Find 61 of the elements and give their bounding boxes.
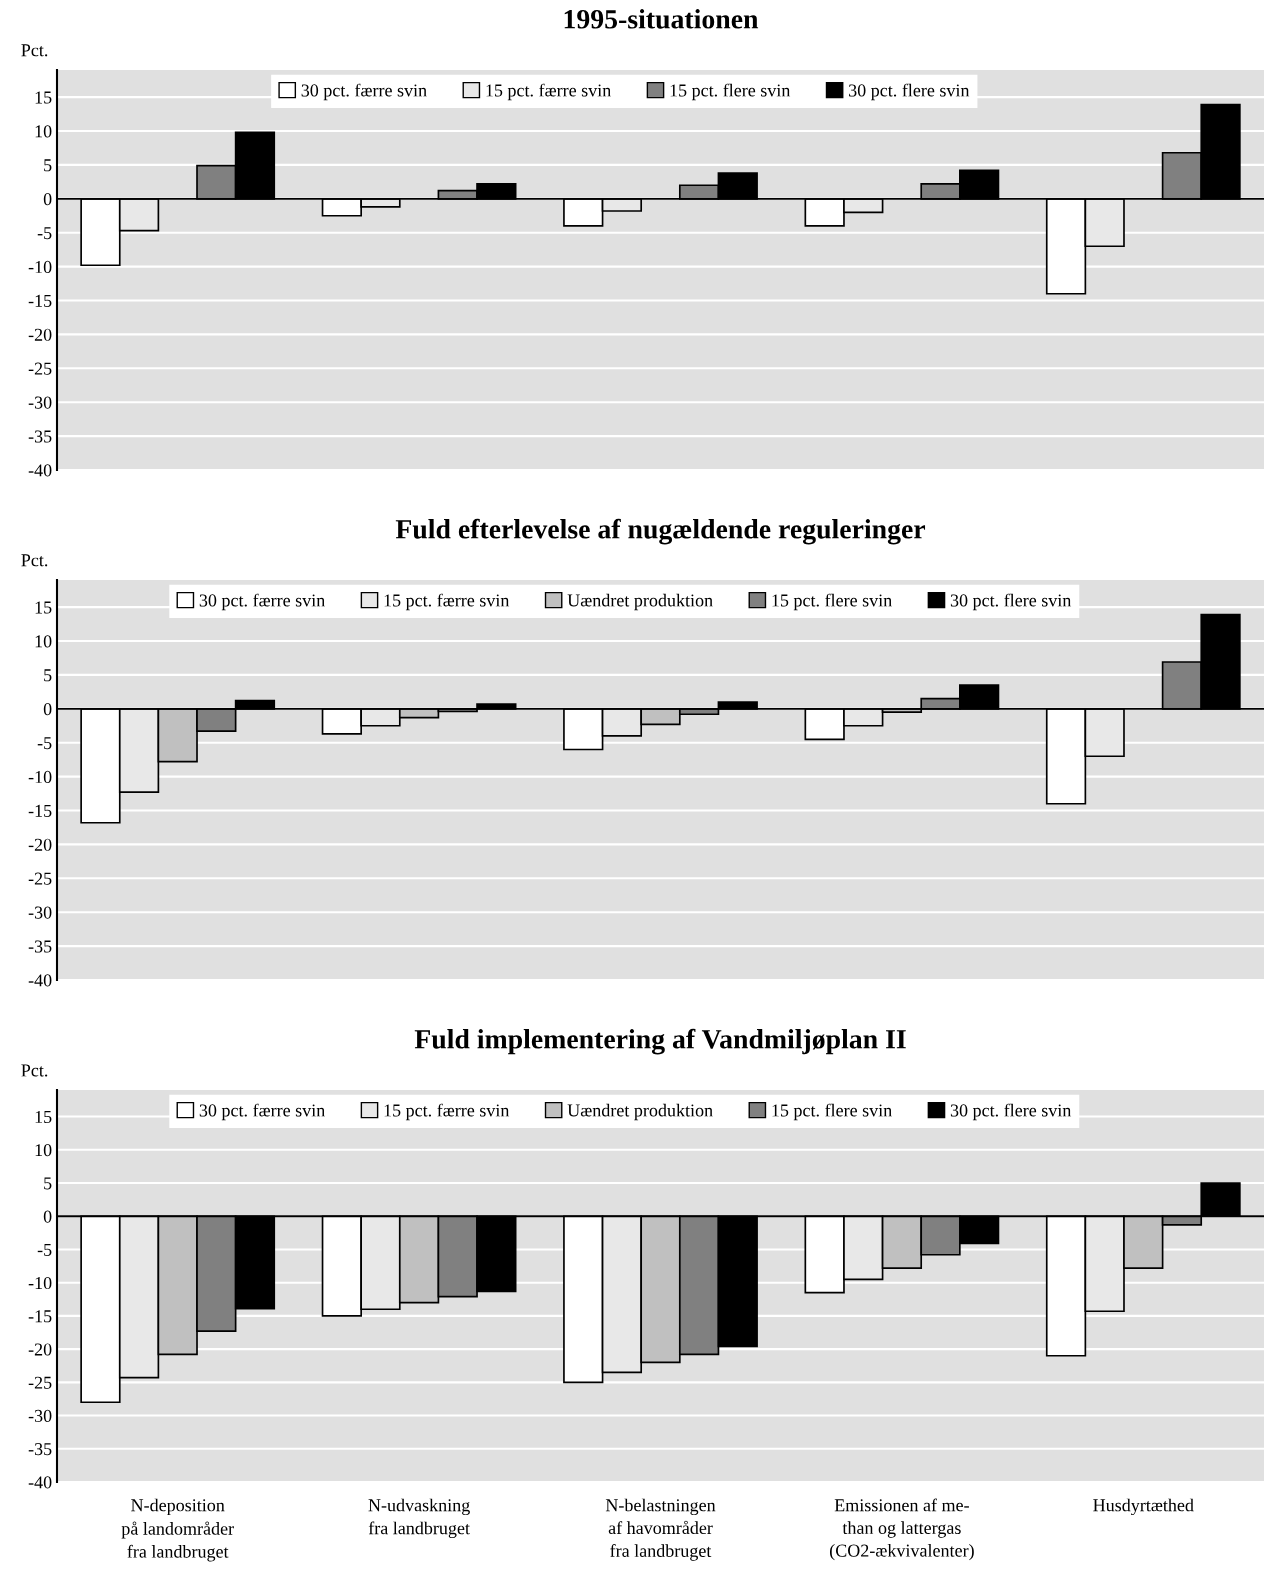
y-tick-label: -10 (28, 260, 52, 274)
x-tick-label: N-belastningen af havområder fra landbruget (605, 1498, 716, 1561)
y-tick-label: 10 (35, 1144, 52, 1157)
y-tick-label: 5 (44, 669, 52, 682)
y-tick-label: -35 (28, 940, 52, 953)
y-tick-label: -35 (28, 1443, 52, 1456)
y-tick-label: -20 (28, 328, 52, 341)
legend-label: 15 pct. flere svin (772, 1103, 892, 1121)
chart-title: Fuld implementering af Vandmiljøplan II (414, 1028, 906, 1055)
y-tick-label: -15 (28, 1310, 52, 1323)
y-tick-label: -40 (28, 1476, 52, 1489)
y-tick-label: -30 (28, 1409, 52, 1422)
legend-label: Uændret produktion (567, 593, 713, 611)
legend-label: 30 pct. flere svin (950, 1103, 1072, 1121)
y-tick-label: -5 (37, 227, 52, 240)
legend-label: 30 pct. flere svin (950, 593, 1072, 611)
y-tick-label: 0 (43, 703, 52, 716)
x-tick-label: N-deposition på landområder fra landbruget (121, 1498, 234, 1562)
legend-label: 15 pct. færre svin (486, 83, 611, 101)
y-tick-label: -20 (28, 1343, 52, 1356)
y-tick-label: 15 (35, 91, 52, 104)
y-axis-title: Pct. (21, 1064, 48, 1077)
y-tick-label: -15 (28, 804, 52, 817)
y-tick-label: -5 (37, 737, 52, 750)
y-tick-label: 5 (44, 159, 52, 172)
y-tick-label: 10 (35, 125, 52, 138)
legend-label: 30 pct. færre svin (301, 83, 427, 101)
y-tick-label: 10 (35, 635, 52, 648)
y-tick-label: -30 (28, 396, 52, 409)
x-tick-label: Emissionen af me- than og lattergas (CO2-ækvivalenter) (829, 1498, 974, 1561)
y-axis-title: Pct. (21, 44, 48, 57)
y-tick-label: -20 (28, 838, 52, 851)
legend-label: 15 pct. færre svin (384, 593, 510, 611)
x-tick-label: Husdyrtæthed (1093, 1498, 1194, 1516)
x-tick-label: N-udvaskning fra landbruget (368, 1498, 470, 1539)
legend-label: 30 pct. færre svin (199, 1103, 325, 1121)
y-tick-label: -40 (28, 974, 52, 987)
y-tick-label: -40 (28, 464, 52, 477)
y-tick-label: 15 (35, 601, 52, 614)
y-tick-label: -25 (28, 362, 52, 375)
y-tick-label: 5 (44, 1177, 52, 1190)
y-tick-label: -35 (28, 430, 52, 443)
legend-label: 30 pct. færre svin (199, 593, 325, 611)
y-tick-label: -25 (28, 872, 52, 885)
chart-title: Fuld efterlevelse af nugældende reguleringer (395, 518, 926, 545)
legend-label: 15 pct. flere svin (772, 593, 892, 611)
y-axis-title: Pct. (21, 554, 48, 567)
y-tick-label: -10 (28, 770, 52, 784)
y-tick-label: 0 (43, 1210, 52, 1223)
legend-label: 15 pct. færre svin (384, 1103, 510, 1121)
y-tick-label: -15 (28, 294, 52, 307)
y-tick-label: -30 (28, 906, 52, 919)
legend-label: 30 pct. flere svin (849, 83, 970, 101)
y-tick-label: -10 (28, 1276, 52, 1290)
legend-label: Uændret produktion (567, 1103, 713, 1121)
y-tick-label: 15 (35, 1110, 52, 1124)
y-tick-label: 0 (43, 193, 52, 206)
chart-title: 1995-situationen (564, 9, 759, 29)
y-tick-label: -25 (28, 1376, 52, 1389)
y-tick-label: -5 (37, 1243, 52, 1256)
legend-label: 15 pct. flere svin (670, 83, 791, 101)
